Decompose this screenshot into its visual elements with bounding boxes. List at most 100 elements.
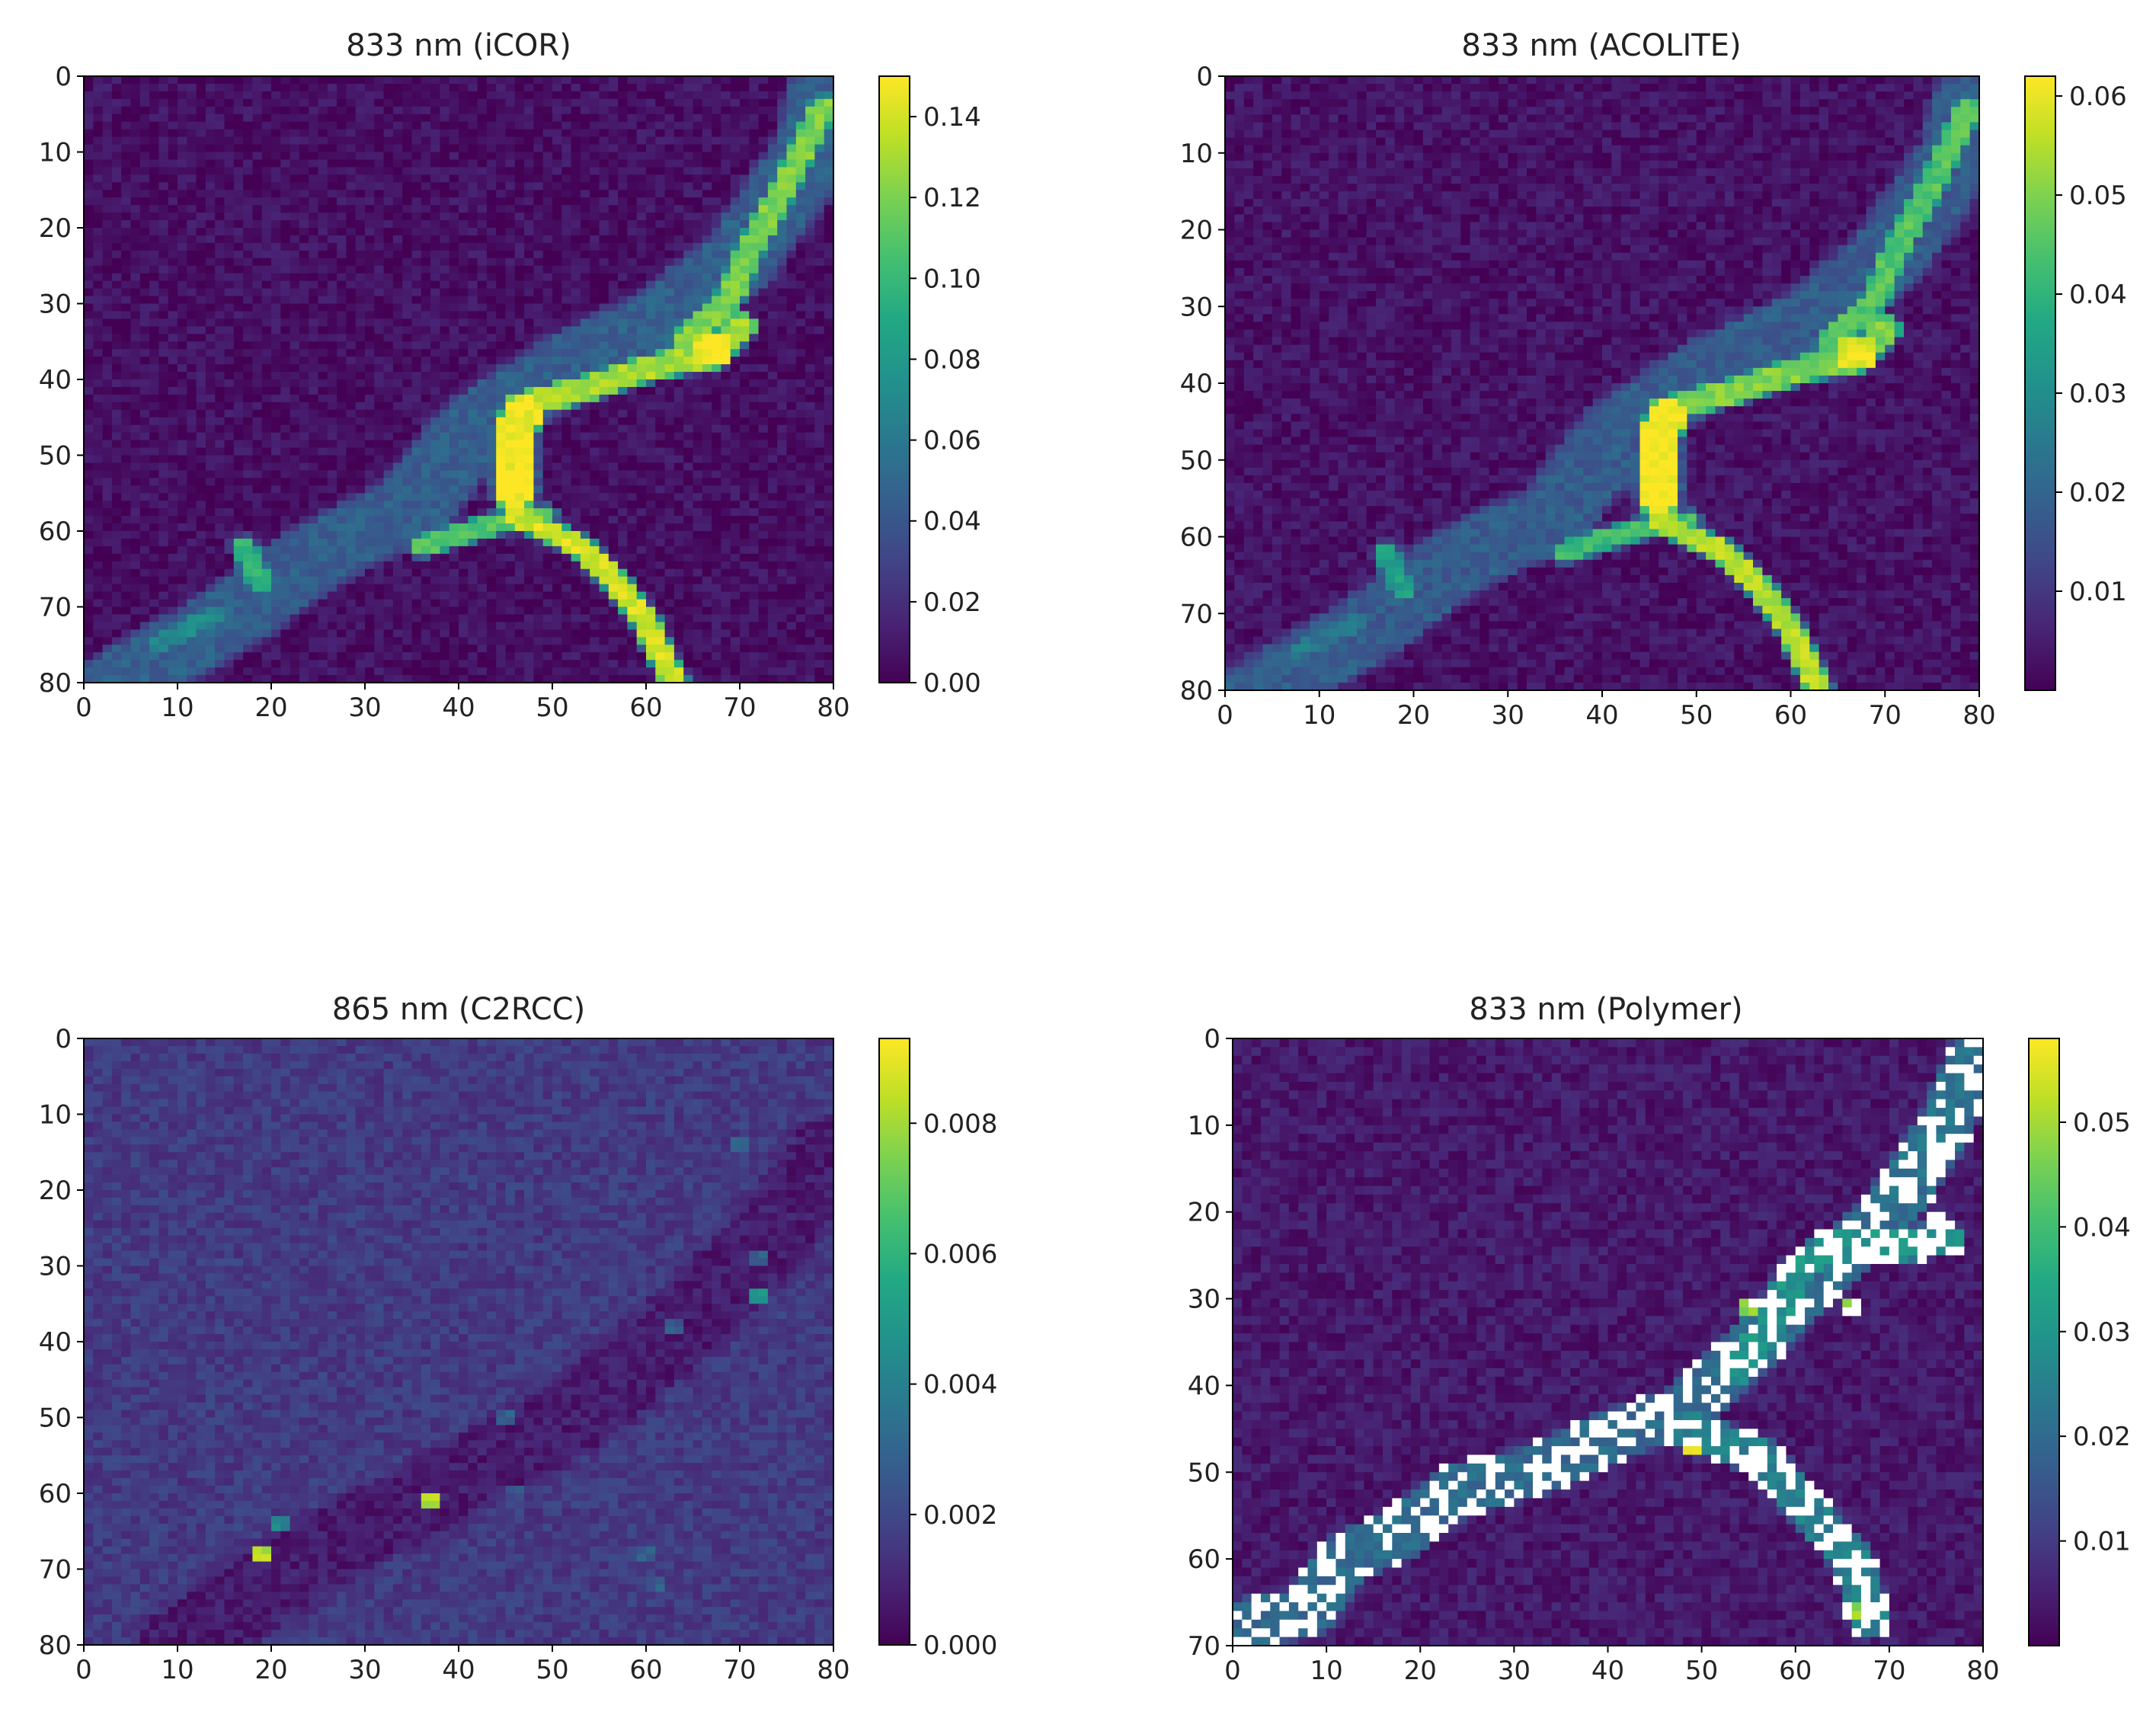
heatmap-cell: [299, 106, 309, 115]
heatmap-cell: [205, 159, 216, 168]
heatmap-cell: [599, 121, 609, 130]
heatmap-cell: [627, 379, 638, 388]
heatmap-cell: [486, 462, 497, 471]
heatmap-cell: [496, 462, 507, 471]
heatmap-cell: [533, 493, 544, 501]
heatmap-cell: [233, 167, 244, 175]
heatmap-cell: [599, 106, 609, 115]
heatmap-cell: [571, 213, 581, 221]
heatmap-cell: [224, 531, 235, 539]
heatmap-cell: [618, 386, 628, 395]
heatmap-cell: [411, 167, 422, 175]
heatmap-cell: [111, 516, 122, 524]
heatmap-cell: [693, 288, 703, 297]
heatmap-cell: [252, 501, 263, 509]
heatmap-cell: [205, 334, 216, 342]
heatmap-cell: [130, 265, 141, 274]
heatmap-cell: [693, 197, 703, 206]
heatmap-cell: [673, 91, 684, 100]
heatmap-cell: [590, 235, 600, 244]
heatmap-cell: [468, 303, 478, 312]
heatmap-cell: [102, 280, 113, 290]
heatmap-cell: [552, 485, 562, 494]
heatmap-cell: [702, 326, 712, 334]
heatmap-cell: [608, 447, 619, 456]
heatmap-cell: [599, 242, 609, 251]
heatmap-cell: [440, 205, 450, 213]
heatmap-cell: [93, 440, 104, 449]
heatmap-cell: [299, 288, 309, 297]
heatmap-cell: [449, 91, 459, 100]
heatmap-cell: [84, 470, 94, 478]
heatmap-cell: [149, 76, 159, 85]
heatmap-cell: [327, 424, 337, 434]
heatmap-cell: [139, 508, 150, 517]
heatmap-cell: [233, 76, 244, 85]
heatmap-cell: [215, 311, 226, 319]
heatmap-cell: [486, 417, 497, 426]
heatmap-cell: [365, 470, 375, 478]
heatmap-cell: [215, 265, 226, 274]
heatmap-cell: [252, 508, 263, 517]
heatmap-cell: [721, 265, 731, 274]
heatmap-cell: [599, 213, 609, 221]
heatmap-cell: [777, 258, 788, 267]
heatmap-cell: [646, 152, 656, 161]
heatmap-cell: [599, 394, 609, 403]
heatmap-cell: [158, 174, 169, 183]
heatmap-cell: [289, 228, 300, 236]
heatmap-cell: [580, 523, 590, 532]
heatmap-cell: [477, 296, 488, 305]
heatmap-cell: [411, 228, 422, 236]
heatmap-cell: [683, 409, 694, 418]
heatmap-cell: [673, 386, 684, 395]
heatmap-cell: [533, 538, 544, 547]
heatmap-cell: [542, 303, 553, 312]
heatmap-cell: [486, 273, 497, 282]
heatmap-cell: [730, 372, 741, 380]
heatmap-cell: [693, 334, 703, 342]
heatmap-cell: [590, 531, 600, 539]
heatmap-cell: [252, 432, 263, 441]
heatmap-cell: [280, 83, 291, 92]
heatmap-cell: [392, 538, 403, 547]
heatmap-cell: [289, 235, 300, 244]
heatmap-cell: [309, 341, 319, 350]
heatmap-cell: [421, 379, 431, 388]
heatmap-cell: [111, 129, 122, 138]
heatmap-cell: [636, 409, 647, 418]
heatmap-cell: [749, 311, 760, 319]
heatmap-cell: [730, 174, 741, 183]
heatmap-cell: [786, 402, 797, 411]
heatmap-cell: [411, 462, 422, 471]
heatmap-cell: [299, 205, 309, 213]
heatmap-cell: [486, 318, 497, 327]
heatmap-cell: [740, 326, 750, 334]
heatmap-cell: [318, 531, 328, 539]
heatmap-cell: [805, 326, 815, 334]
heatmap-cell: [590, 311, 600, 319]
heatmap-cell: [580, 152, 590, 161]
heatmap-cell: [346, 364, 357, 373]
heatmap-cell: [580, 121, 590, 130]
heatmap-cell: [627, 341, 638, 350]
heatmap-cell: [271, 98, 281, 107]
heatmap-cell: [505, 364, 516, 373]
heatmap-cell: [795, 311, 806, 319]
heatmap-cell: [459, 144, 469, 153]
heatmap-cell: [346, 98, 357, 107]
heatmap-cell: [524, 182, 534, 190]
heatmap-cell: [252, 129, 263, 138]
heatmap-cell: [449, 402, 459, 411]
heatmap-cell: [542, 76, 553, 85]
heatmap-cell: [477, 174, 488, 183]
heatmap-cell: [636, 205, 647, 213]
heatmap-cell: [158, 228, 169, 236]
heatmap-cell: [459, 357, 469, 365]
heatmap-cell: [795, 159, 806, 168]
heatmap-cell: [337, 478, 347, 486]
heatmap-cell: [542, 386, 553, 395]
heatmap-cell: [215, 129, 226, 138]
heatmap-cell: [271, 478, 281, 486]
heatmap-cell: [374, 228, 385, 236]
